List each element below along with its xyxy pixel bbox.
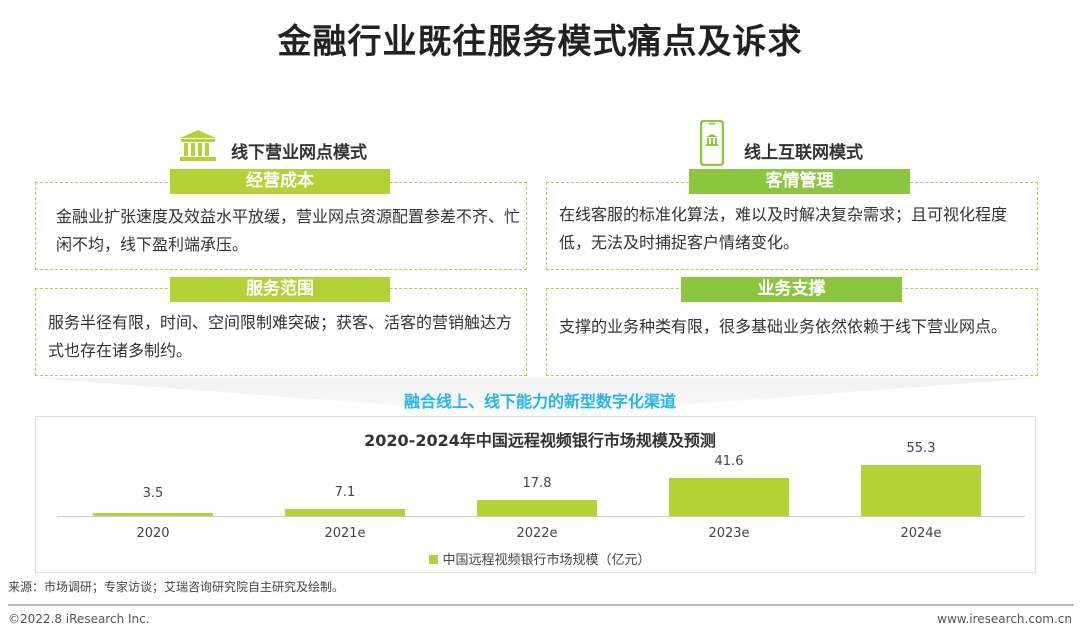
bar-2022e <box>477 499 597 516</box>
online-crm-label: 客情管理 <box>689 169 910 194</box>
offline-cost-box: 金融业扩张速度及效益水平放缓，营业网点资源配置参差不齐、忙闲不均，线下盈利端承压… <box>35 182 527 270</box>
bar-2024e <box>861 465 981 516</box>
website: www.iresearch.com.cn <box>937 612 1072 626</box>
offline-heading: 线下营业网点模式 <box>231 143 367 163</box>
chart-title: 2020-2024年中国远程视频银行市场规模及预测 <box>364 431 716 450</box>
category-label: 2021e <box>324 526 366 541</box>
offline-cost-text: 金融业扩张速度及效益水平放缓，营业网点资源配置参差不齐、忙闲不均，线下盈利端承压… <box>56 207 521 254</box>
bar-2023e <box>669 477 789 516</box>
footer-divider <box>8 604 1074 606</box>
category-label: 2020 <box>136 526 170 541</box>
category-label: 2024e <box>900 526 942 541</box>
online-support-box: 支撑的业务种类有限，很多基础业务依然依赖于线下营业网点。 <box>546 288 1038 376</box>
offline-scope-label: 服务范围 <box>170 277 390 302</box>
offline-scope-text: 服务半径有限，时间、空间限制难突破；获客、活客的营销触达方式也存在诸多制约。 <box>48 313 513 360</box>
value-label: 3.5 <box>142 486 164 501</box>
bank-icon <box>180 130 216 161</box>
legend-label: 中国远程视频银行市场规模（亿元） <box>442 553 651 568</box>
category-label: 2023e <box>708 526 750 541</box>
bar-2021e <box>285 509 405 516</box>
mobile-bank-icon <box>700 120 724 166</box>
online-crm-text: 在线客服的标准化算法，难以及时解决复杂需求；且可视化程度低，无法及时捕捉客户情绪… <box>559 205 1008 252</box>
value-label: 17.8 <box>522 475 552 491</box>
chart-legend: 中国远程视频银行市场规模（亿元） <box>0 549 1080 568</box>
value-label: 55.3 <box>906 441 936 456</box>
copyright: ©2022.8 iResearch Inc. <box>8 612 150 626</box>
offline-scope-box: 服务半径有限，时间、空间限制难突破；获客、活客的营销触达方式也存在诸多制约。 <box>35 288 527 376</box>
category-label: 2022e <box>516 526 558 541</box>
legend-swatch <box>429 555 439 564</box>
fusion-caption: 融合线上、线下能力的新型数字化渠道 <box>403 392 676 411</box>
online-support-label: 业务支撑 <box>681 277 902 302</box>
offline-cost-label: 经营成本 <box>170 169 390 194</box>
x-axis <box>57 516 1025 517</box>
online-heading: 线上互联网模式 <box>744 143 863 163</box>
value-label: 7.1 <box>334 485 356 501</box>
value-label: 41.6 <box>714 453 744 469</box>
bar-2020 <box>93 512 213 516</box>
source-note: 来源：市场调研；专家访谈；艾瑞咨询研究院自主研究及绘制。 <box>8 580 345 594</box>
online-support-text: 支撑的业务种类有限，很多基础业务依然依赖于线下营业网点。 <box>559 317 1008 336</box>
online-crm-box: 在线客服的标准化算法，难以及时解决复杂需求；且可视化程度低，无法及时捕捉客户情绪… <box>546 182 1038 270</box>
page-title: 金融行业既往服务模式痛点及诉求 <box>277 22 803 62</box>
